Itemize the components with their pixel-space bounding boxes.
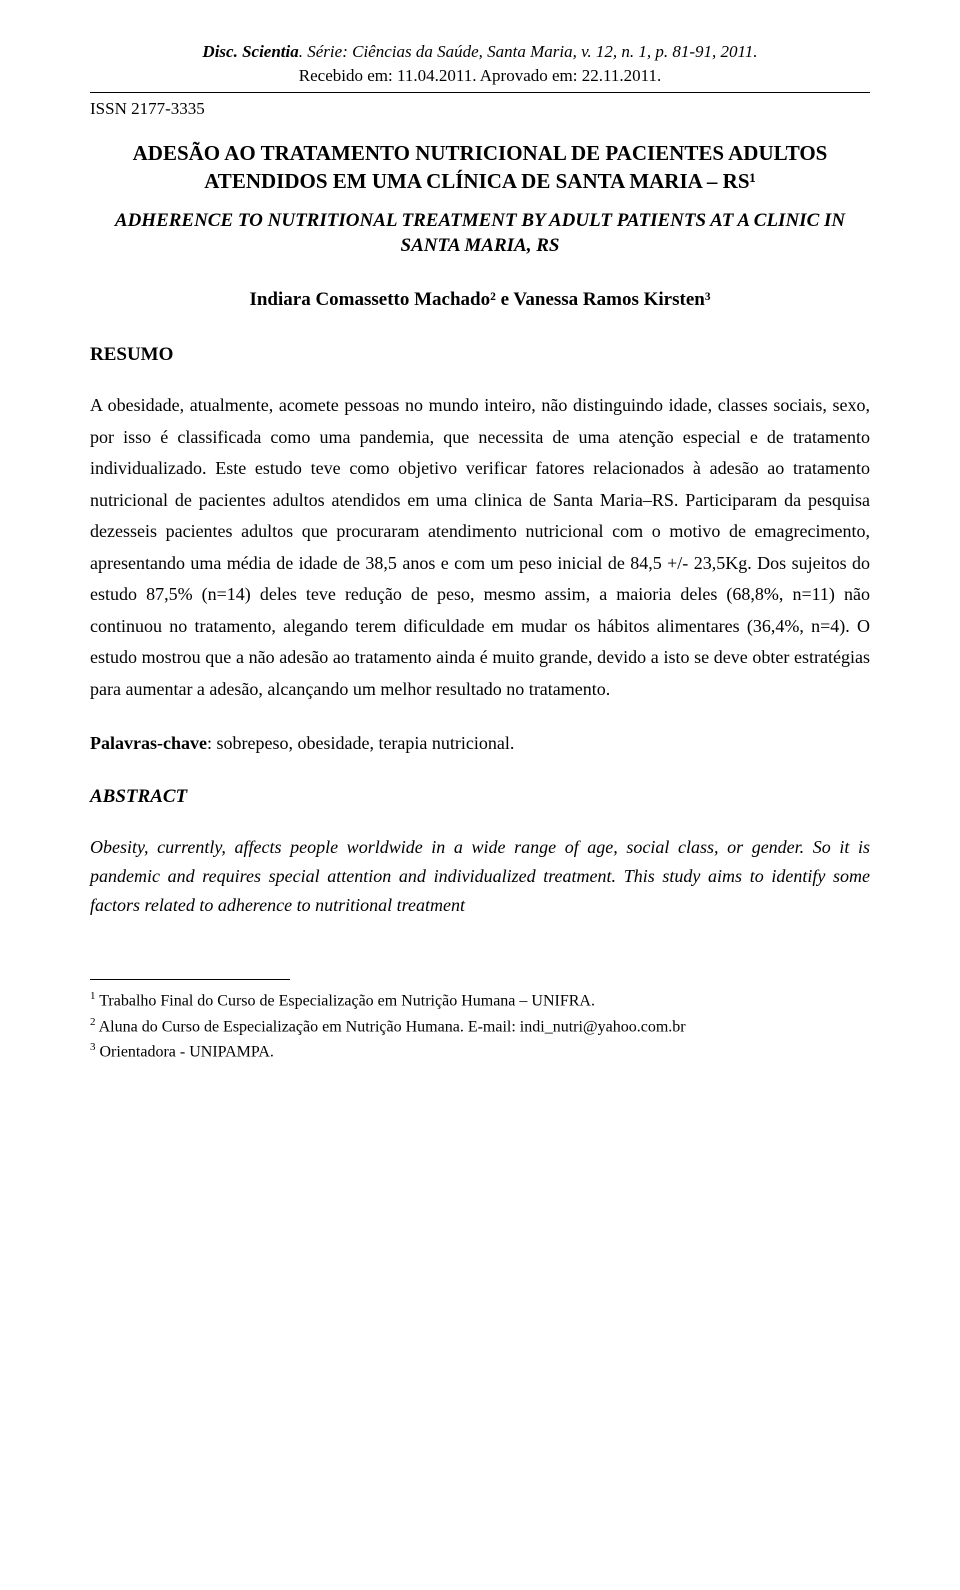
footnote-rule: [90, 979, 290, 980]
keywords-label: Palavras-chave: [90, 733, 207, 753]
resumo-body: A obesidade, atualmente, acomete pessoas…: [90, 390, 870, 705]
keywords-line: Palavras-chave: sobrepeso, obesidade, te…: [90, 731, 870, 756]
article-title-pt: ADESÃO AO TRATAMENTO NUTRICIONAL DE PACI…: [120, 139, 840, 196]
article-authors: Indiara Comassetto Machado² e Vanessa Ra…: [90, 287, 870, 314]
journal-header: Disc. Scientia. Série: Ciências da Saúde…: [90, 40, 870, 88]
keywords-values: : sobrepeso, obesidade, terapia nutricio…: [207, 733, 514, 753]
journal-issue-info: . Série: Ciências da Saúde, Santa Maria,…: [299, 42, 758, 61]
issn-number: ISSN 2177-3335: [90, 97, 870, 121]
article-title-en: ADHERENCE TO NUTRITIONAL TREATMENT BY AD…: [110, 208, 850, 259]
footnote-1: 1 Trabalho Final do Curso de Especializa…: [90, 988, 870, 1013]
abstract-heading: ABSTRACT: [90, 784, 870, 811]
journal-reference: Disc. Scientia. Série: Ciências da Saúde…: [202, 42, 757, 61]
footnote-2: 2 Aluna do Curso de Especialização em Nu…: [90, 1014, 870, 1039]
abstract-body: Obesity, currently, affects people world…: [90, 833, 870, 919]
footnotes-block: 1 Trabalho Final do Curso de Especializa…: [90, 988, 870, 1064]
resumo-heading: RESUMO: [90, 342, 870, 369]
footnote-3: 3 Orientadora - UNIPAMPA.: [90, 1039, 870, 1064]
header-rule: [90, 92, 870, 93]
journal-dates: Recebido em: 11.04.2011. Aprovado em: 22…: [90, 64, 870, 88]
journal-name: Disc. Scientia: [202, 42, 298, 61]
